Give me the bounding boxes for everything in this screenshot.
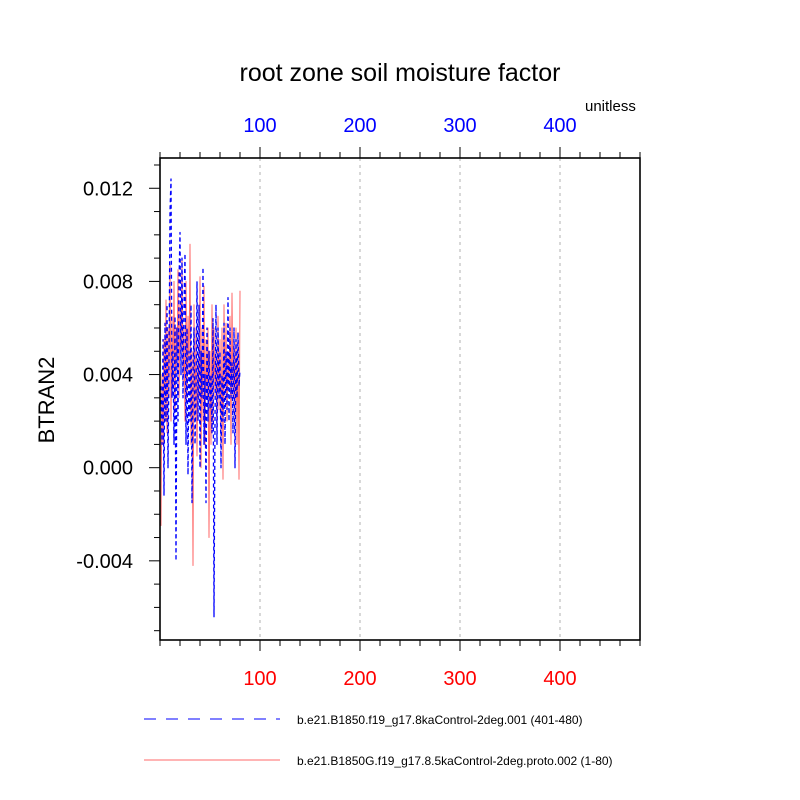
x-tick-label-top: 400: [543, 115, 576, 137]
x-tick-label-bottom: 400: [543, 668, 576, 690]
grid: [259, 158, 561, 640]
x-tick-label-top: 100: [243, 115, 276, 137]
x-tick-label-top: 200: [343, 115, 376, 137]
tick-marks: [149, 147, 641, 651]
x-tick-label-top: 300: [443, 115, 476, 137]
units-label: unitless: [585, 98, 636, 115]
y-axis-label: BTRAN2: [34, 357, 59, 444]
legend-label-2: b.e21.B1850G.f19_g17.8.5kaControl-2deg.p…: [297, 754, 613, 768]
x-tick-label-bottom: 100: [243, 668, 276, 690]
x-tick-label-bottom: 300: [443, 668, 476, 690]
legend-label-1: b.e21.B1850.f19_g17.8kaControl-2deg.001 …: [297, 713, 583, 727]
x-tick-label-bottom: 200: [343, 668, 376, 690]
series-line-2: [160, 243, 241, 566]
tick-labels: 100 100 200 200 300 300 400 400 -0.004 0.000 0.004…: [76, 115, 576, 690]
chart-title: root zone soil moisture factor: [240, 59, 561, 87]
y-tick-label: -0.004: [76, 551, 133, 573]
y-tick-label: 0.004: [83, 365, 133, 387]
plot-area: [160, 178, 241, 618]
y-tick-label: 0.012: [83, 178, 133, 200]
y-tick-label: 0.000: [83, 458, 133, 480]
legend: b.e21.B1850.f19_g17.8kaControl-2deg.001 …: [144, 713, 613, 768]
y-tick-label: 0.008: [83, 271, 133, 293]
series-line-1: [160, 178, 241, 618]
